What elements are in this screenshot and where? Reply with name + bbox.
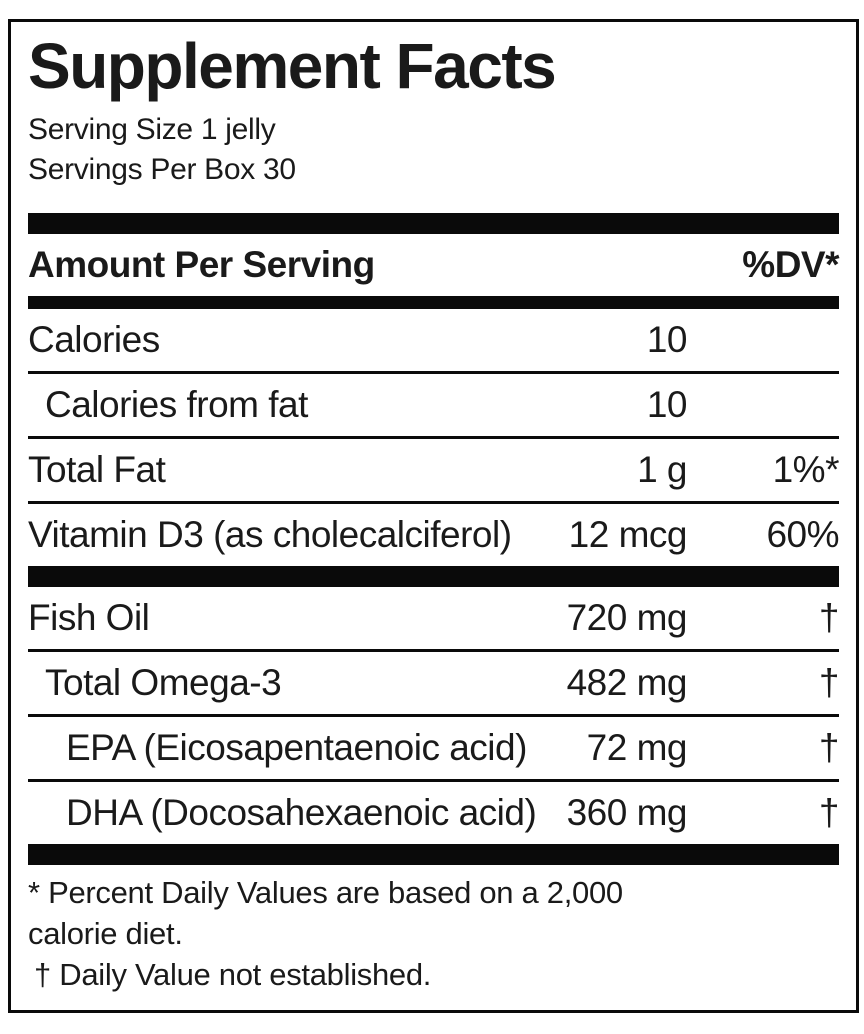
nutrient-name: Total Omega-3: [45, 661, 282, 703]
nutrient-row-dha: DHA (Docosahexaenoic acid) 360 mg †: [28, 778, 840, 844]
supplement-facts-label: Supplement Facts Serving Size 1 jelly Se…: [8, 19, 859, 1013]
nutrient-dv: †: [818, 661, 840, 703]
nutrient-name: Calories from fat: [45, 383, 308, 425]
nutrient-name: Calories: [28, 318, 160, 360]
fish-oil-section: Fish Oil 720 mg † Total Omega-3 482 mg †…: [28, 587, 840, 844]
footnote-daily-value: † Daily Value not established.: [34, 956, 432, 992]
serving-info: Serving Size 1 jelly Servings Per Box 30: [28, 110, 839, 190]
nutrient-row-vitamin-d3: Vitamin D3 (as cholecalciferol) 12 mcg 6…: [28, 500, 840, 566]
nutrient-dv: 1%*: [772, 448, 840, 490]
nutrient-name: EPA (Eicosapentaenoic acid): [66, 726, 527, 768]
nutrient-row-total-fat: Total Fat 1 g 1%*: [28, 435, 840, 501]
footnote-percent-dv-continued: calorie diet.: [28, 915, 183, 951]
section-divider-bar: [28, 565, 839, 587]
nutrient-amount: 12 mcg: [568, 513, 688, 555]
section-divider-bar: [28, 843, 839, 865]
nutrient-amount: 720 mg: [566, 596, 688, 638]
nutrient-dv: 60%: [766, 513, 839, 555]
nutrient-amount: 72 mg: [586, 726, 688, 768]
nutrient-amount: 482 mg: [566, 661, 688, 703]
serving-size-line: Serving Size 1 jelly: [28, 112, 276, 146]
nutrient-amount: 360 mg: [566, 791, 688, 833]
nutrient-dv: †: [818, 596, 840, 638]
footnotes: * Percent Daily Values are based on a 2,…: [28, 872, 839, 995]
label-title: Supplement Facts: [28, 30, 557, 102]
amount-per-serving-header: Amount Per Serving: [28, 243, 375, 285]
dv-column-header: %DV*: [742, 243, 839, 285]
nutrient-amount: 10: [646, 383, 688, 425]
nutrient-row-total-omega-3: Total Omega-3 482 mg †: [28, 648, 840, 714]
nutrient-row-calories-from-fat: Calories from fat 10: [28, 370, 839, 436]
nutrient-row-fish-oil: Fish Oil 720 mg †: [28, 587, 840, 649]
nutrient-dv: †: [818, 791, 840, 833]
nutrient-amount: 10: [646, 318, 688, 360]
column-header-row: Amount Per Serving %DV*: [28, 234, 839, 296]
footnote-percent-dv: * Percent Daily Values are based on a 2,…: [28, 874, 623, 910]
nutrient-row-epa: EPA (Eicosapentaenoic acid) 72 mg †: [28, 713, 840, 779]
nutrient-name: Vitamin D3 (as cholecalciferol): [28, 513, 512, 555]
nutrient-name: Total Fat: [28, 448, 166, 490]
section-divider-bar-medium: [28, 295, 839, 309]
macro-section: Calories 10 Calories from fat 10 Total F…: [28, 309, 840, 566]
nutrient-row-calories: Calories 10: [28, 309, 839, 371]
nutrient-name: DHA (Docosahexaenoic acid): [66, 791, 537, 833]
section-divider-bar: [28, 212, 839, 234]
nutrient-amount: 1 g: [637, 448, 687, 490]
nutrient-name: Fish Oil: [28, 596, 150, 638]
nutrient-dv: †: [818, 726, 840, 768]
servings-per-box-line: Servings Per Box 30: [28, 152, 296, 186]
